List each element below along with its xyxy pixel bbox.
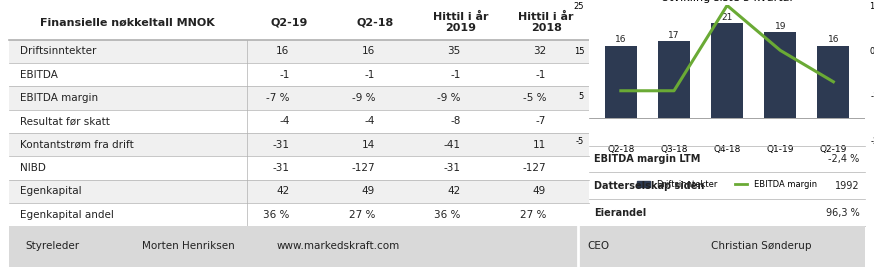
- Text: 42: 42: [276, 186, 289, 196]
- Text: -127: -127: [523, 163, 546, 173]
- Text: Resultat før skatt: Resultat før skatt: [20, 116, 110, 126]
- Text: www.markedskraft.com: www.markedskraft.com: [277, 242, 400, 252]
- Text: -31: -31: [273, 163, 289, 173]
- Text: EBITDA margin LTM: EBITDA margin LTM: [594, 154, 701, 164]
- Text: -8: -8: [450, 116, 461, 126]
- Text: 35: 35: [447, 46, 461, 56]
- Text: -9 %: -9 %: [437, 93, 461, 103]
- Text: 49: 49: [362, 186, 375, 196]
- Text: -7 %: -7 %: [266, 93, 289, 103]
- Text: 36 %: 36 %: [434, 210, 461, 220]
- Text: Styreleder: Styreleder: [26, 242, 80, 252]
- Text: 14: 14: [362, 140, 375, 150]
- Bar: [9, 5, 589, 40]
- Bar: [9, 110, 589, 133]
- Text: -127: -127: [351, 163, 375, 173]
- Text: 27 %: 27 %: [349, 210, 375, 220]
- Text: 36 %: 36 %: [263, 210, 289, 220]
- Text: CEO: CEO: [587, 242, 609, 252]
- Text: -7: -7: [536, 116, 546, 126]
- Text: 16: 16: [828, 35, 839, 44]
- Bar: [9, 40, 589, 63]
- Text: -1: -1: [364, 70, 375, 80]
- Text: 42: 42: [447, 186, 461, 196]
- Text: EBITDA margin: EBITDA margin: [20, 93, 99, 103]
- Bar: [9, 203, 589, 226]
- Text: 11: 11: [533, 140, 546, 150]
- Text: Eierandel: Eierandel: [594, 208, 647, 218]
- Text: EBITDA: EBITDA: [20, 70, 59, 80]
- Text: Q2-19: Q2-19: [271, 18, 309, 27]
- Text: 32: 32: [533, 46, 546, 56]
- Text: Morten Henriksen: Morten Henriksen: [142, 242, 234, 252]
- Text: 16: 16: [362, 46, 375, 56]
- Bar: [817, 46, 850, 118]
- Text: -31: -31: [444, 163, 461, 173]
- Bar: [764, 32, 796, 118]
- Text: Egenkapital: Egenkapital: [20, 186, 82, 196]
- Text: 27 %: 27 %: [520, 210, 546, 220]
- Text: 49: 49: [533, 186, 546, 196]
- Text: 16: 16: [276, 46, 289, 56]
- Text: 16: 16: [615, 35, 627, 44]
- Text: Kontantstrøm fra drift: Kontantstrøm fra drift: [20, 140, 134, 150]
- Text: -31: -31: [273, 140, 289, 150]
- Text: NIBD: NIBD: [20, 163, 46, 173]
- Text: Hittil i år
2019: Hittil i år 2019: [433, 12, 489, 33]
- Text: Hittil i år
2018: Hittil i år 2018: [518, 12, 574, 33]
- Text: Q2-18: Q2-18: [357, 18, 393, 27]
- Text: -1: -1: [279, 70, 289, 80]
- Bar: [9, 180, 589, 203]
- Text: Finansielle nøkkeltall MNOK: Finansielle nøkkeltall MNOK: [40, 18, 215, 27]
- Bar: [711, 23, 743, 118]
- Text: -5 %: -5 %: [523, 93, 546, 103]
- Text: -2,4 %: -2,4 %: [829, 154, 860, 164]
- Bar: [658, 41, 690, 118]
- Bar: [605, 46, 637, 118]
- Text: 19: 19: [774, 21, 786, 30]
- Text: -1: -1: [536, 70, 546, 80]
- Text: -41: -41: [444, 140, 461, 150]
- Bar: [9, 156, 589, 180]
- Text: Datterselskap siden: Datterselskap siden: [594, 181, 704, 191]
- Bar: [9, 63, 589, 86]
- Text: -4: -4: [279, 116, 289, 126]
- Text: 17: 17: [669, 30, 680, 39]
- Title: Utvikling siste 5 kvartal: Utvikling siste 5 kvartal: [662, 0, 793, 3]
- Text: Christian Sønderup: Christian Sønderup: [711, 242, 812, 252]
- Text: 21: 21: [721, 13, 732, 21]
- Text: Driftsinntekter: Driftsinntekter: [20, 46, 97, 56]
- Text: Egenkapital andel: Egenkapital andel: [20, 210, 114, 220]
- Text: -9 %: -9 %: [351, 93, 375, 103]
- Legend: Driftsinntekter, EBITDA margin: Driftsinntekter, EBITDA margin: [634, 177, 820, 193]
- Text: 1992: 1992: [836, 181, 860, 191]
- Bar: [9, 86, 589, 110]
- Text: 96,3 %: 96,3 %: [826, 208, 860, 218]
- Text: -4: -4: [364, 116, 375, 126]
- Text: -1: -1: [450, 70, 461, 80]
- Bar: [9, 133, 589, 156]
